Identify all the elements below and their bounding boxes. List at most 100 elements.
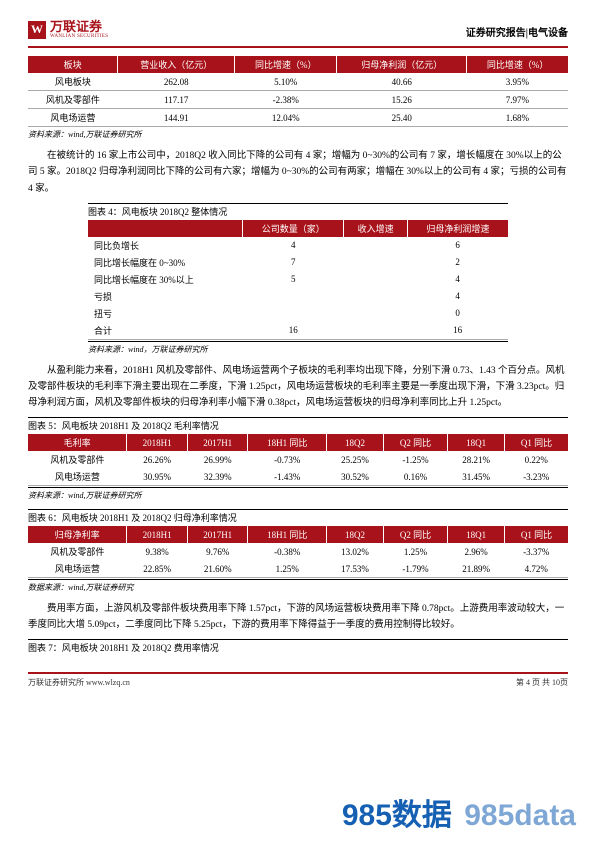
- cell: 26.26%: [127, 451, 188, 468]
- cell: [344, 288, 407, 305]
- col-head: 归母净利润增速: [407, 220, 508, 237]
- cell: 4: [243, 237, 344, 254]
- cell: 同比负增长: [88, 237, 243, 254]
- table4-source: 数据来源：wind,万联证券研究: [28, 582, 568, 593]
- rule: [28, 487, 568, 488]
- cell: 4.72%: [505, 560, 568, 578]
- table2-caption: 图表 4：风电板块 2018Q2 整体情况: [88, 205, 508, 218]
- rule: [28, 509, 568, 510]
- cell: [344, 322, 407, 340]
- cell: -0.73%: [248, 451, 327, 468]
- cell: 32.39%: [187, 468, 248, 486]
- cell: [344, 305, 407, 322]
- paragraph-3: 费用率方面，上游风机及零部件板块费用率下降 1.57pct，下游的风场运营板块费…: [28, 601, 568, 633]
- col-head: 营业收入（亿元）: [118, 56, 235, 73]
- cell: [344, 254, 407, 271]
- rule: [28, 417, 568, 418]
- logo-mark: W: [28, 21, 46, 39]
- table-revenue: 板块 营业收入（亿元） 同比增速（%） 归母净利润（亿元） 同比增速（%） 风电…: [28, 56, 568, 127]
- cell: [344, 271, 407, 288]
- cell: -0.38%: [248, 543, 327, 560]
- cell: 1.25%: [248, 560, 327, 578]
- cell: 13.02%: [326, 543, 383, 560]
- table-net-margin: 归母净利率 2018H1 2017H1 18H1 同比 18Q2 Q2 同比 1…: [28, 526, 568, 578]
- cell: -2.38%: [235, 91, 337, 109]
- paragraph-2: 从盈利能力来看，2018H1 风机及零部件、风电场运营两个子板块的毛利率均出现下…: [28, 363, 568, 411]
- table-overview: 公司数量（家） 收入增速 归母净利润增速 同比负增长46 同比增长幅度在 0~3…: [88, 220, 508, 340]
- cell: 25.25%: [326, 451, 383, 468]
- logo: W 万联证券 WANLIAN SECURITIES: [28, 20, 108, 39]
- col-head: Q1 同比: [505, 434, 568, 451]
- cell: 22.85%: [127, 560, 188, 578]
- rule: [28, 639, 568, 640]
- col-head: 18Q2: [326, 434, 383, 451]
- cell: 40.66: [337, 73, 467, 91]
- cell: 1.68%: [467, 109, 568, 127]
- col-head: 2018H1: [127, 526, 188, 543]
- header-title: 证券研究报告|电气设备: [466, 24, 568, 39]
- cell: 4: [407, 271, 508, 288]
- header-rule: [28, 46, 568, 48]
- cell: -1.79%: [383, 560, 447, 578]
- col-head: 2018H1: [127, 434, 188, 451]
- logo-text-en: WANLIAN SECURITIES: [50, 34, 108, 39]
- cell: 21.89%: [448, 560, 505, 578]
- cell: 风机及零部件: [28, 451, 127, 468]
- col-head: 18H1 同比: [248, 434, 327, 451]
- cell: 17.53%: [326, 560, 383, 578]
- cell: 31.45%: [448, 468, 505, 486]
- col-head: Q2 同比: [383, 434, 447, 451]
- rule: [88, 341, 508, 342]
- col-head: 板块: [28, 56, 118, 73]
- col-head: 2017H1: [187, 434, 248, 451]
- footer-right: 第 4 页 共 10页: [516, 677, 568, 688]
- cell: 26.99%: [187, 451, 248, 468]
- cell: 25.40: [337, 109, 467, 127]
- cell: -3.23%: [505, 468, 568, 486]
- cell: 144.91: [118, 109, 235, 127]
- cell: 6: [407, 237, 508, 254]
- cell: 9.76%: [187, 543, 248, 560]
- cell: 28.21%: [448, 451, 505, 468]
- cell: 262.08: [118, 73, 235, 91]
- col-head: 同比增速（%）: [235, 56, 337, 73]
- col-head: Q2 同比: [383, 526, 447, 543]
- logo-text-cn: 万联证券: [50, 20, 108, 34]
- cell: 合计: [88, 322, 243, 340]
- table-gross-margin: 毛利率 2018H1 2017H1 18H1 同比 18Q2 Q2 同比 18Q…: [28, 434, 568, 486]
- cell: 7.97%: [467, 91, 568, 109]
- cell: 0.22%: [505, 451, 568, 468]
- cell: 扭亏: [88, 305, 243, 322]
- cell: 同比增长幅度在 0~30%: [88, 254, 243, 271]
- page-header: W 万联证券 WANLIAN SECURITIES 证券研究报告|电气设备: [28, 20, 568, 43]
- watermark-b: 985data: [464, 799, 576, 832]
- col-head: [88, 220, 243, 237]
- cell: 9.38%: [127, 543, 188, 560]
- table5-caption: 图表 7：风电板块 2018H1 及 2018Q2 费用率情况: [28, 641, 568, 654]
- watermark: 985数据 985data: [0, 790, 596, 834]
- cell: 21.60%: [187, 560, 248, 578]
- table1-source: 资料来源：wind,万联证券研究所: [28, 129, 568, 140]
- cell: -1.43%: [248, 468, 327, 486]
- table3-caption: 图表 5：风电板块 2018H1 及 2018Q2 毛利率情况: [28, 419, 568, 432]
- cell: 16: [243, 322, 344, 340]
- cell: 风电场运营: [28, 109, 118, 127]
- cell: 1.25%: [383, 543, 447, 560]
- col-head: 2017H1: [187, 526, 248, 543]
- cell: 7: [243, 254, 344, 271]
- cell: 亏损: [88, 288, 243, 305]
- cell: 12.04%: [235, 109, 337, 127]
- col-head: 同比增速（%）: [467, 56, 568, 73]
- col-head: 公司数量（家）: [243, 220, 344, 237]
- col-head: 18Q1: [448, 434, 505, 451]
- cell: 同比增长幅度在 30%以上: [88, 271, 243, 288]
- col-head: 18H1 同比: [248, 526, 327, 543]
- col-head: 归母净利润（亿元）: [337, 56, 467, 73]
- col-head: Q1 同比: [505, 526, 568, 543]
- cell: 风机及零部件: [28, 543, 127, 560]
- cell: 风机及零部件: [28, 91, 118, 109]
- footer-left: 万联证券研究所 www.wlzq.cn: [28, 677, 130, 688]
- cell: 30.95%: [127, 468, 188, 486]
- cell: 2.96%: [448, 543, 505, 560]
- cell: 16: [407, 322, 508, 340]
